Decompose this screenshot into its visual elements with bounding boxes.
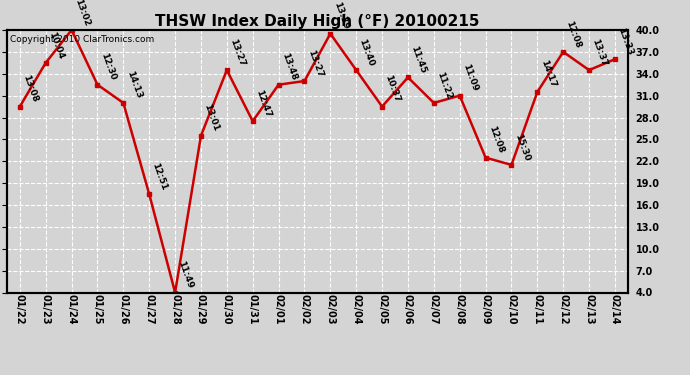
Text: 11:45: 11:45	[409, 45, 428, 75]
Text: 13:27: 13:27	[306, 48, 324, 78]
Text: 13:08: 13:08	[21, 74, 39, 104]
Text: 13:39: 13:39	[332, 1, 350, 31]
Text: 12:47: 12:47	[254, 88, 273, 118]
Title: THSW Index Daily High (°F) 20100215: THSW Index Daily High (°F) 20100215	[155, 14, 480, 29]
Text: 11:09: 11:09	[461, 63, 480, 93]
Text: 10:04: 10:04	[47, 30, 66, 60]
Text: 13:27: 13:27	[228, 37, 246, 68]
Text: 11:49: 11:49	[177, 260, 195, 290]
Text: 12:08: 12:08	[487, 125, 505, 155]
Text: 12:30: 12:30	[99, 52, 117, 82]
Text: 12:08: 12:08	[564, 19, 583, 49]
Text: 11:22: 11:22	[435, 70, 453, 100]
Text: 15:30: 15:30	[513, 132, 531, 162]
Text: 14:17: 14:17	[539, 59, 557, 89]
Text: 13:37: 13:37	[591, 37, 609, 68]
Text: 13:01: 13:01	[202, 103, 221, 133]
Text: 13:33: 13:33	[616, 26, 635, 56]
Text: 13:48: 13:48	[280, 52, 298, 82]
Text: 14:13: 14:13	[125, 70, 143, 100]
Text: 10:37: 10:37	[384, 74, 402, 104]
Text: 13:02: 13:02	[73, 0, 91, 27]
Text: 13:40: 13:40	[357, 38, 376, 68]
Text: 12:51: 12:51	[150, 161, 169, 191]
Text: Copyright 2010 ClarTronics.com: Copyright 2010 ClarTronics.com	[10, 35, 155, 44]
